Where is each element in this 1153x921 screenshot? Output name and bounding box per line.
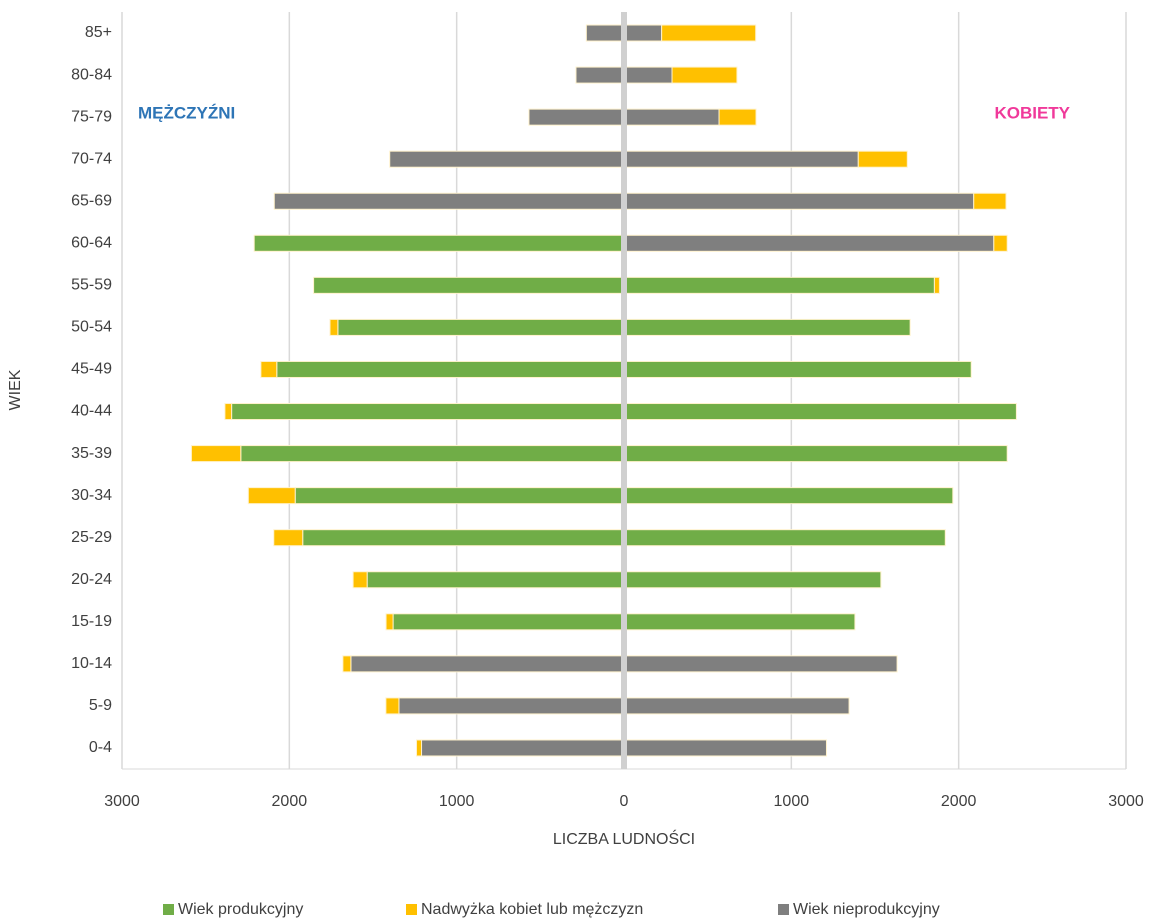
bar	[389, 150, 625, 168]
bar	[313, 276, 625, 294]
y-axis-title: WIEK	[7, 369, 24, 410]
bar	[623, 234, 995, 252]
right-annotation: KOBIETY	[994, 103, 1070, 122]
y-tick-label: 50-54	[71, 319, 112, 336]
bar	[585, 24, 625, 42]
y-tick-label: 25-29	[71, 529, 112, 546]
bar	[623, 571, 882, 589]
bar	[857, 150, 908, 168]
bar	[623, 24, 663, 42]
bar	[623, 276, 935, 294]
bar	[260, 360, 278, 378]
bar	[385, 613, 394, 631]
x-tick-label: 0	[620, 793, 629, 810]
bar	[623, 613, 856, 631]
y-tick-label: 10-14	[71, 655, 112, 672]
bar	[329, 318, 339, 336]
legend-swatch	[163, 904, 174, 915]
left-annotation: MĘŻCZYŹNI	[138, 103, 235, 122]
bar	[623, 529, 946, 547]
bar	[253, 234, 625, 252]
legend-label: Wiek produkcyjny	[178, 901, 303, 918]
y-tick-label: 85+	[85, 24, 112, 41]
bar	[276, 360, 625, 378]
bar	[623, 360, 972, 378]
bar	[240, 445, 625, 463]
bar	[337, 318, 625, 336]
bar	[623, 739, 827, 757]
x-axis-title: LICZBA LUDNOŚCI	[553, 829, 695, 848]
legend-label: Wiek nieprodukcyjny	[793, 901, 940, 918]
x-tick-label: 1000	[439, 793, 475, 810]
bar	[718, 108, 757, 126]
bar	[366, 571, 625, 589]
y-tick-label: 55-59	[71, 277, 112, 294]
y-tick-label: 0-4	[89, 739, 112, 756]
y-tick-label: 75-79	[71, 108, 112, 125]
bar	[623, 318, 911, 336]
bar	[385, 697, 400, 715]
bar	[993, 234, 1008, 252]
x-tick-label: 3000	[1108, 793, 1144, 810]
bar	[623, 487, 954, 505]
bar	[294, 487, 625, 505]
y-tick-label: 40-44	[71, 403, 112, 420]
y-tick-label: 65-69	[71, 192, 112, 209]
bar	[352, 571, 368, 589]
x-tick-label: 2000	[272, 793, 308, 810]
bar	[528, 108, 625, 126]
bar	[671, 66, 738, 84]
x-tick-label: 1000	[774, 793, 810, 810]
bar	[623, 150, 859, 168]
y-tick-label: 5-9	[89, 697, 112, 714]
bar	[623, 403, 1017, 421]
bar	[247, 487, 296, 505]
bar	[224, 403, 233, 421]
bar	[350, 655, 625, 673]
y-tick-label: 60-64	[71, 235, 112, 252]
bar	[190, 445, 242, 463]
legend-label: Nadwyżka kobiet lub mężczyzn	[421, 901, 643, 918]
bar	[231, 403, 625, 421]
bar	[273, 192, 625, 210]
bar	[623, 192, 975, 210]
bar	[575, 66, 625, 84]
bar	[623, 697, 850, 715]
legend-swatch	[778, 904, 789, 915]
y-tick-label: 30-34	[71, 487, 112, 504]
bar	[623, 108, 720, 126]
y-tick-label: 45-49	[71, 361, 112, 378]
x-tick-label: 2000	[941, 793, 977, 810]
bar	[973, 192, 1007, 210]
bar	[623, 445, 1008, 463]
bar	[623, 66, 673, 84]
bar	[421, 739, 625, 757]
bar	[933, 276, 940, 294]
bar	[302, 529, 625, 547]
y-tick-label: 70-74	[71, 150, 112, 167]
y-tick-label: 35-39	[71, 445, 112, 462]
y-tick-label: 80-84	[71, 66, 112, 83]
bar	[342, 655, 352, 673]
bar	[398, 697, 625, 715]
bar	[623, 655, 898, 673]
legend-swatch	[406, 904, 417, 915]
bar	[273, 529, 304, 547]
y-tick-label: 15-19	[71, 613, 112, 630]
bar	[661, 24, 757, 42]
x-tick-label: 3000	[104, 793, 140, 810]
y-tick-label: 20-24	[71, 571, 112, 588]
bar	[392, 613, 625, 631]
bar	[416, 739, 423, 757]
